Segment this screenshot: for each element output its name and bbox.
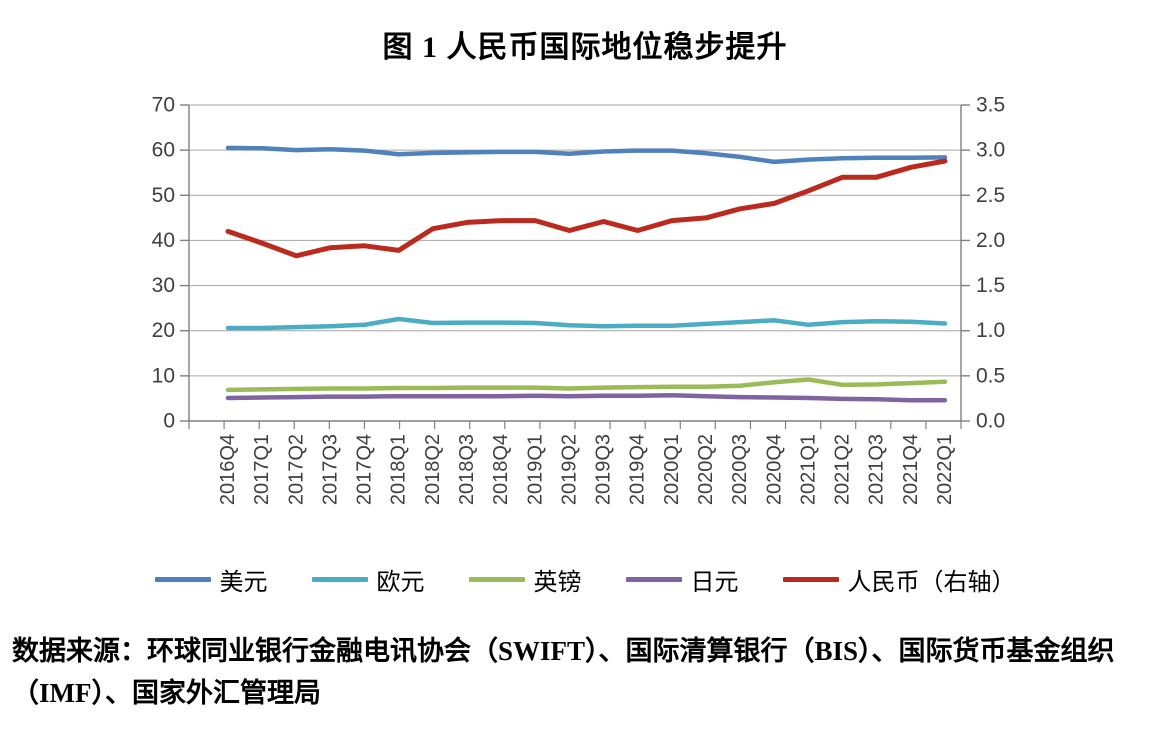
- source-note: 数据来源：环球同业银行金融电讯协会（SWIFT）、国际清算银行（BIS）、国际货…: [12, 636, 1115, 708]
- chart-legend: 美元 欧元 英镑 日元 人民币（右轴）: [0, 562, 1170, 597]
- svg-text:40: 40: [152, 229, 175, 252]
- legend-label-jpy: 日元: [690, 570, 739, 596]
- svg-text:2017Q3: 2017Q3: [319, 434, 341, 505]
- svg-text:70: 70: [152, 94, 175, 117]
- svg-text:60: 60: [152, 139, 175, 162]
- chart-title: 图 1 人民币国际地位稳步提升: [382, 31, 788, 64]
- svg-text:0.0: 0.0: [976, 410, 1005, 433]
- svg-text:2020Q2: 2020Q2: [695, 434, 717, 505]
- legend-line-rmb-icon: [782, 577, 839, 582]
- svg-text:2019Q3: 2019Q3: [593, 434, 615, 505]
- svg-text:2.5: 2.5: [976, 184, 1005, 207]
- svg-text:2018Q1: 2018Q1: [388, 434, 410, 505]
- svg-text:2018Q3: 2018Q3: [456, 434, 478, 505]
- svg-text:2018Q4: 2018Q4: [490, 434, 512, 505]
- svg-text:1.0: 1.0: [976, 319, 1005, 342]
- legend-item-jpy: 日元: [625, 562, 739, 597]
- svg-text:20: 20: [152, 319, 175, 342]
- svg-text:10: 10: [152, 364, 175, 387]
- svg-text:2020Q3: 2020Q3: [729, 434, 751, 505]
- svg-text:1.5: 1.5: [976, 274, 1005, 297]
- svg-text:2020Q4: 2020Q4: [763, 434, 785, 505]
- svg-text:3.5: 3.5: [976, 94, 1005, 117]
- svg-text:2021Q2: 2021Q2: [832, 434, 854, 505]
- legend-item-gbp: 英镑: [468, 562, 582, 597]
- svg-text:2017Q4: 2017Q4: [354, 434, 376, 505]
- svg-text:3.0: 3.0: [976, 139, 1005, 162]
- svg-text:2017Q2: 2017Q2: [285, 434, 307, 505]
- svg-text:2018Q2: 2018Q2: [422, 434, 444, 505]
- legend-label-eur: 欧元: [376, 570, 425, 596]
- legend-label-gbp: 英镑: [533, 570, 582, 596]
- legend-line-eur-icon: [311, 577, 368, 582]
- legend-item-usd: 美元: [154, 562, 268, 597]
- svg-text:2016Q4: 2016Q4: [217, 434, 239, 505]
- svg-text:2019Q1: 2019Q1: [524, 434, 546, 505]
- svg-text:2021Q4: 2021Q4: [900, 434, 922, 505]
- svg-text:2021Q1: 2021Q1: [797, 434, 819, 505]
- legend-label-usd: 美元: [219, 570, 268, 596]
- legend-label-rmb: 人民币（右轴）: [847, 570, 1016, 596]
- svg-text:2.0: 2.0: [976, 229, 1005, 252]
- legend-line-usd-icon: [154, 577, 211, 582]
- svg-text:2020Q1: 2020Q1: [661, 434, 683, 505]
- legend-line-jpy-icon: [625, 577, 682, 582]
- svg-text:0: 0: [163, 410, 175, 433]
- legend-item-rmb: 人民币（右轴）: [782, 562, 1016, 597]
- svg-text:2019Q4: 2019Q4: [627, 434, 649, 505]
- svg-text:2022Q1: 2022Q1: [934, 434, 956, 505]
- line-chart: 0 10 20 30 40 50 60 70 0.0 0.5 1.0 1.5 2.0 2.5 3.0 3.5 2…: [152, 94, 1006, 506]
- svg-text:50: 50: [152, 184, 175, 207]
- legend-item-eur: 欧元: [311, 562, 425, 597]
- legend-line-gbp-icon: [468, 577, 525, 582]
- svg-text:2021Q3: 2021Q3: [866, 434, 888, 505]
- svg-text:0.5: 0.5: [976, 364, 1005, 387]
- svg-text:30: 30: [152, 274, 175, 297]
- svg-text:2019Q2: 2019Q2: [558, 434, 580, 505]
- svg-text:2017Q1: 2017Q1: [251, 434, 273, 505]
